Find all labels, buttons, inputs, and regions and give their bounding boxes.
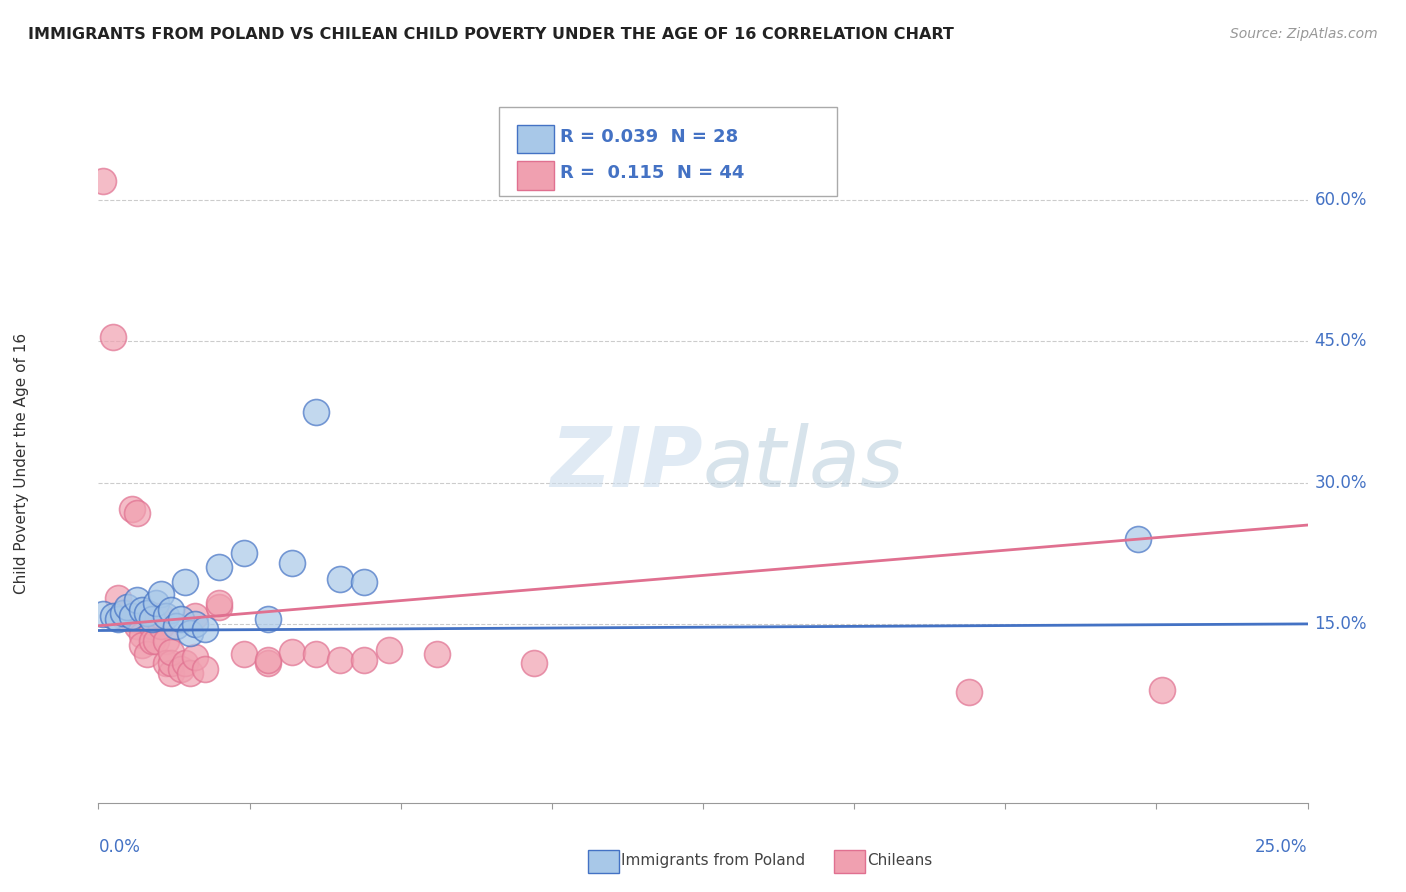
Point — [160, 665, 183, 680]
Point — [131, 628, 153, 642]
Point — [165, 619, 187, 633]
Point — [523, 657, 546, 671]
Point — [117, 599, 139, 614]
Point — [179, 665, 201, 680]
Text: R =  0.115  N = 44: R = 0.115 N = 44 — [560, 164, 744, 183]
Point — [127, 619, 149, 633]
Point — [208, 560, 231, 574]
Point — [101, 609, 124, 624]
Point — [329, 572, 352, 586]
Point — [155, 657, 177, 671]
Point — [135, 606, 157, 620]
Point — [150, 609, 173, 624]
Point — [141, 633, 163, 648]
Point — [353, 574, 375, 589]
Point — [160, 645, 183, 659]
Text: Source: ZipAtlas.com: Source: ZipAtlas.com — [1230, 27, 1378, 41]
Point — [194, 622, 217, 636]
Point — [329, 653, 352, 667]
Point — [426, 647, 449, 661]
Point — [135, 606, 157, 620]
Point — [121, 612, 143, 626]
Point — [174, 657, 197, 671]
Point — [111, 606, 134, 620]
Text: atlas: atlas — [703, 424, 904, 504]
Text: 15.0%: 15.0% — [1315, 615, 1367, 633]
Point — [155, 609, 177, 624]
Text: IMMIGRANTS FROM POLAND VS CHILEAN CHILD POVERTY UNDER THE AGE OF 16 CORRELATION : IMMIGRANTS FROM POLAND VS CHILEAN CHILD … — [28, 27, 955, 42]
Point — [281, 645, 304, 659]
Point — [145, 609, 167, 624]
Point — [160, 657, 183, 671]
Point — [127, 593, 149, 607]
Point — [1128, 532, 1150, 546]
Point — [169, 612, 191, 626]
Text: Child Poverty Under the Age of 16: Child Poverty Under the Age of 16 — [14, 334, 28, 594]
Point — [256, 657, 278, 671]
Point — [160, 603, 183, 617]
Point — [135, 647, 157, 661]
Point — [117, 606, 139, 620]
Point — [281, 556, 304, 570]
Text: 30.0%: 30.0% — [1315, 474, 1367, 491]
Point — [305, 647, 328, 661]
Point — [184, 609, 207, 624]
Point — [127, 506, 149, 520]
Point — [91, 174, 114, 188]
Point — [107, 612, 129, 626]
Point — [232, 546, 254, 560]
Text: R = 0.039  N = 28: R = 0.039 N = 28 — [560, 128, 738, 146]
Point — [184, 616, 207, 631]
Text: 45.0%: 45.0% — [1315, 333, 1367, 351]
Point — [179, 626, 201, 640]
Text: 25.0%: 25.0% — [1256, 838, 1308, 856]
Point — [150, 619, 173, 633]
Point — [107, 591, 129, 605]
Point — [145, 633, 167, 648]
Point — [256, 612, 278, 626]
Point — [208, 596, 231, 610]
Point — [111, 609, 134, 624]
Point — [957, 684, 980, 698]
Text: Chileans: Chileans — [868, 854, 932, 868]
Point — [208, 599, 231, 614]
Point — [141, 619, 163, 633]
Point — [131, 603, 153, 617]
Point — [150, 587, 173, 601]
Point — [141, 612, 163, 626]
Text: 60.0%: 60.0% — [1315, 191, 1367, 210]
Point — [232, 647, 254, 661]
Point — [377, 643, 399, 657]
Point — [1152, 682, 1174, 697]
Point — [155, 633, 177, 648]
Point — [169, 662, 191, 676]
Point — [256, 653, 278, 667]
Point — [305, 405, 328, 419]
Point — [101, 330, 124, 344]
Point — [145, 596, 167, 610]
Text: Immigrants from Poland: Immigrants from Poland — [621, 854, 806, 868]
Point — [121, 609, 143, 624]
Point — [121, 502, 143, 516]
Point — [131, 638, 153, 652]
Point — [194, 662, 217, 676]
Point — [184, 649, 207, 664]
Text: ZIP: ZIP — [550, 424, 703, 504]
Text: 0.0%: 0.0% — [98, 838, 141, 856]
Point — [174, 574, 197, 589]
Point — [353, 653, 375, 667]
Point — [91, 607, 114, 622]
